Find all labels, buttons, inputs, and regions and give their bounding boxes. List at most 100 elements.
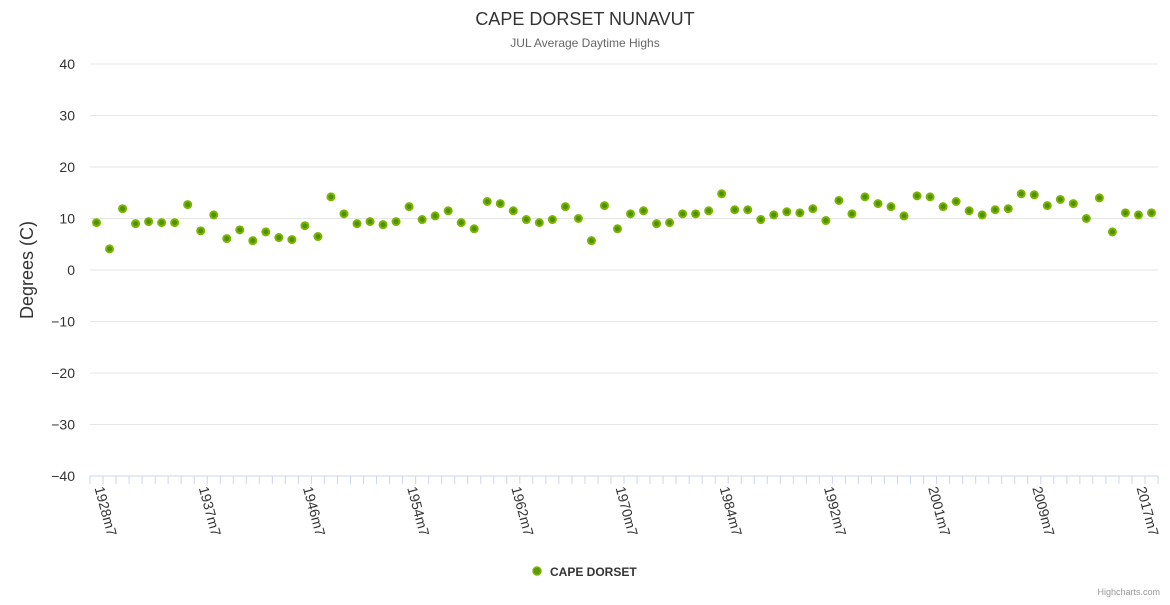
data-point — [938, 202, 948, 212]
data-point — [652, 219, 662, 229]
credits-link[interactable]: Highcharts.com — [1097, 587, 1160, 597]
y-tick-label: 10 — [59, 211, 75, 227]
x-tick-label: 1970m7 — [613, 485, 642, 538]
data-point — [782, 207, 792, 217]
data-point — [209, 210, 219, 220]
data-point — [834, 195, 844, 205]
x-tick-label: 1954m7 — [404, 485, 433, 538]
data-point — [847, 209, 857, 219]
y-tick-label: 0 — [67, 262, 75, 278]
legend-label: CAPE DORSET — [550, 565, 637, 579]
y-tick-label: −10 — [51, 314, 75, 330]
data-point — [521, 215, 531, 225]
data-point — [443, 206, 453, 216]
data-point — [430, 211, 440, 221]
x-axis: 1928m7 1937m7 1946m7 1954m7 1962m7 1970m7 1984… — [89, 476, 1163, 538]
data-point — [860, 192, 870, 202]
x-tick-label: 1992m7 — [821, 485, 850, 538]
data-point — [222, 234, 232, 244]
y-axis-labels: 40 30 20 10 0 −10 −20 −30 −40 — [51, 56, 75, 484]
data-point — [599, 201, 609, 211]
data-point — [612, 224, 622, 234]
data-point — [717, 189, 727, 199]
data-point — [899, 211, 909, 221]
data-point — [326, 192, 336, 202]
y-tick-label: 20 — [59, 159, 75, 175]
data-point — [92, 218, 102, 228]
data-point — [990, 205, 1000, 215]
data-point — [287, 235, 297, 245]
data-point — [118, 204, 128, 214]
data-point — [586, 236, 596, 246]
data-point — [235, 225, 245, 235]
data-points — [92, 189, 1156, 254]
data-point — [105, 244, 115, 254]
y-tick-label: −20 — [51, 365, 75, 381]
data-point — [1003, 204, 1013, 214]
data-point — [964, 206, 974, 216]
data-point — [495, 199, 505, 209]
data-point — [1016, 189, 1026, 199]
chart-subtitle: JUL Average Daytime Highs — [510, 36, 659, 50]
data-point — [1120, 208, 1130, 218]
data-point — [639, 206, 649, 216]
data-point — [743, 205, 753, 215]
data-point — [508, 206, 518, 216]
data-point — [456, 218, 466, 228]
data-point — [977, 210, 987, 220]
data-point — [300, 221, 310, 231]
x-tick-label: 1962m7 — [508, 485, 537, 538]
data-point — [339, 209, 349, 219]
data-point — [730, 205, 740, 215]
data-point — [144, 217, 154, 227]
data-point — [1055, 194, 1065, 204]
data-point — [821, 216, 831, 226]
data-point — [1133, 210, 1143, 220]
x-tick-label: 2009m7 — [1029, 485, 1058, 538]
data-point — [248, 236, 258, 246]
data-point — [1107, 227, 1117, 237]
data-point — [886, 202, 896, 212]
data-point — [769, 210, 779, 220]
data-point — [795, 208, 805, 218]
x-tick-label: 1984m7 — [717, 485, 746, 538]
data-point — [756, 215, 766, 225]
data-point — [131, 219, 141, 229]
data-point — [704, 206, 714, 216]
data-point — [912, 191, 922, 201]
data-point — [873, 199, 883, 209]
y-axis-title: Degrees (C) — [17, 221, 37, 319]
data-point — [1081, 214, 1091, 223]
x-tick-label: 2001m7 — [925, 485, 954, 538]
data-point — [365, 217, 375, 227]
x-tick-label: 1928m7 — [92, 485, 121, 538]
data-point — [925, 192, 935, 202]
data-point — [482, 197, 492, 207]
data-point — [196, 226, 206, 236]
data-point — [170, 218, 180, 228]
y-tick-label: 30 — [59, 108, 75, 124]
legend-item-cape-dorset[interactable]: CAPE DORSET — [532, 565, 637, 579]
data-point — [1042, 201, 1052, 211]
data-point — [1094, 193, 1104, 203]
data-point — [417, 215, 427, 225]
x-tick-label: 1946m7 — [300, 485, 329, 538]
data-point — [352, 219, 362, 229]
legend-marker — [532, 566, 542, 576]
x-tick-label: 2017m7 — [1134, 485, 1163, 538]
data-point — [691, 209, 701, 219]
data-point — [808, 204, 818, 214]
data-point — [404, 202, 414, 212]
data-point — [1146, 208, 1156, 218]
data-point — [391, 217, 401, 227]
data-point — [157, 218, 167, 228]
y-tick-label: −30 — [51, 417, 75, 433]
data-point — [183, 200, 193, 210]
gridlines — [90, 63, 1158, 477]
data-point — [573, 214, 583, 223]
data-point — [678, 209, 688, 219]
data-point — [547, 215, 557, 225]
y-tick-label: −40 — [51, 468, 75, 484]
data-point — [1068, 199, 1078, 209]
